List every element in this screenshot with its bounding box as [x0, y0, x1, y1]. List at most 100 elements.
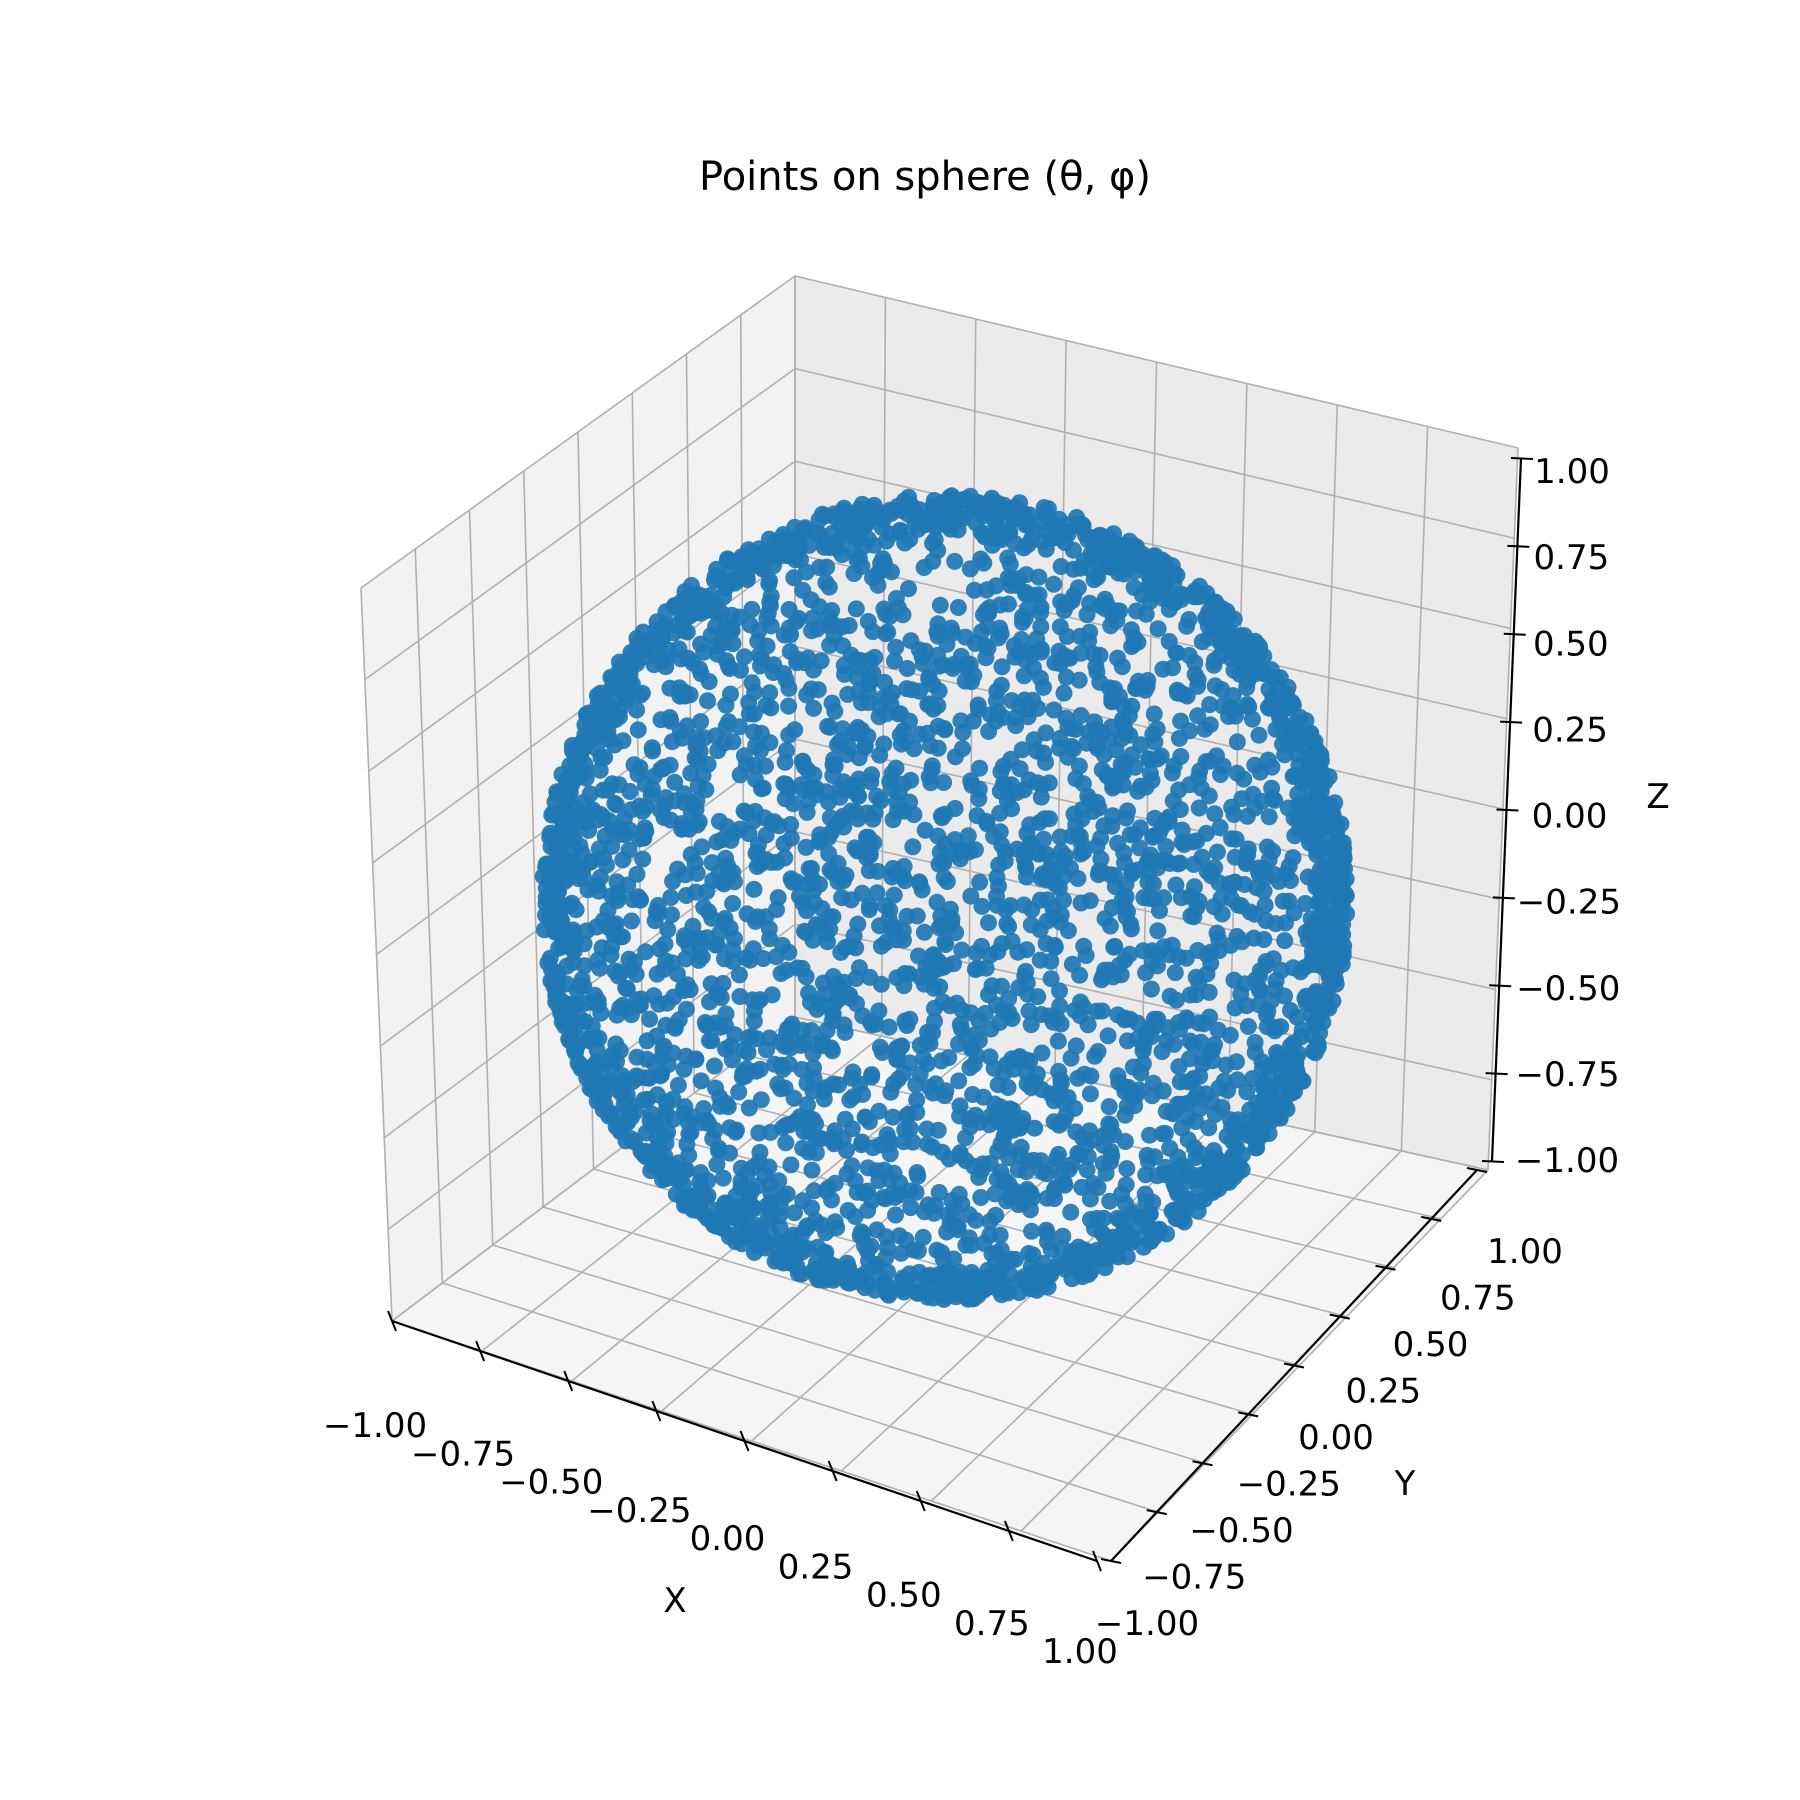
z-tick-mark: [1507, 544, 1530, 548]
scatter-point: [576, 1013, 594, 1031]
scatter-point: [850, 787, 868, 805]
scatter-point: [656, 1147, 674, 1165]
scatter-point: [1152, 852, 1170, 869]
scatter-point: [1050, 1062, 1068, 1080]
scatter-point: [894, 922, 912, 940]
scatter-point: [547, 988, 565, 1006]
scatter-point: [1069, 870, 1087, 887]
scatter-point: [902, 1199, 920, 1217]
scatter-point: [780, 679, 798, 697]
scatter-point: [1081, 560, 1099, 578]
scatter-point: [708, 936, 726, 954]
scatter-point: [677, 1195, 695, 1213]
scatter-point: [591, 761, 609, 779]
scatter-point: [891, 522, 909, 540]
scatter-point: [821, 809, 839, 827]
scatter-point: [890, 1070, 907, 1088]
x-tick-mark: [563, 1370, 574, 1392]
scatter-point: [859, 1159, 877, 1177]
y-tick-label: 0.50: [1393, 1325, 1469, 1365]
scatter-point: [921, 515, 939, 533]
scatter-point: [1079, 1148, 1097, 1166]
scatter-point: [1240, 698, 1258, 716]
scatter-point: [1127, 602, 1145, 620]
scatter-point: [795, 922, 813, 940]
scatter-point: [877, 605, 895, 623]
scatter-point: [1142, 1232, 1160, 1250]
scatter-point: [780, 697, 798, 715]
scatter-point: [885, 1164, 903, 1182]
scatter-point: [1065, 740, 1083, 758]
scatter-point: [575, 812, 593, 830]
scatter-point: [809, 1270, 827, 1287]
scatter-point: [803, 609, 821, 627]
scatter-point: [1148, 1167, 1166, 1185]
scatter-point: [1114, 711, 1131, 729]
scatter-point: [1146, 733, 1164, 751]
scatter-point: [697, 781, 715, 799]
scatter-point: [895, 977, 913, 995]
scatter-point: [646, 912, 664, 930]
scatter-point: [803, 1161, 821, 1179]
x-tick-mark: [387, 1310, 397, 1332]
scatter-point: [1180, 611, 1198, 628]
scatter-point: [637, 1148, 655, 1166]
scatter-point: [1082, 1211, 1099, 1228]
scatter-point: [1187, 986, 1205, 1004]
scatter-point: [1013, 1113, 1031, 1131]
scatter-point: [1273, 961, 1290, 979]
scatter-point: [853, 694, 870, 712]
scatter-point: [1144, 1074, 1162, 1092]
scatter-point: [758, 1041, 775, 1059]
scatter-point: [1078, 1161, 1096, 1179]
scatter-point: [588, 877, 606, 895]
scatter-point: [1040, 868, 1057, 886]
scatter-point: [1013, 741, 1031, 759]
scatter-point: [1013, 613, 1031, 631]
scatter-point: [782, 1020, 800, 1038]
scatter-point: [980, 914, 997, 932]
scatter-point: [956, 628, 974, 646]
scatter-point: [588, 1041, 606, 1059]
scatter-point: [769, 1250, 787, 1268]
z-tick-label: 1.00: [1534, 452, 1610, 492]
scatter-point: [745, 723, 763, 741]
scatter-point: [1190, 799, 1208, 817]
scatter-point: [924, 552, 942, 570]
scatter-point: [1181, 1050, 1198, 1068]
scatter-point: [1081, 1122, 1099, 1140]
scatter-point: [962, 887, 980, 905]
scatter-point: [896, 1012, 914, 1030]
scatter-point: [1006, 648, 1024, 666]
scatter-point: [991, 1098, 1009, 1116]
scatter-point: [888, 1039, 906, 1057]
scatter-point: [692, 1072, 710, 1090]
scatter-point: [849, 915, 867, 933]
scatter-point: [1272, 1018, 1290, 1036]
scatter-point: [1321, 922, 1339, 940]
scatter-point: [669, 1076, 687, 1094]
scatter-point: [715, 950, 733, 968]
scatter-point: [603, 1058, 621, 1076]
scatter-point: [1117, 1176, 1135, 1194]
x-tick-label: 0.75: [954, 1604, 1030, 1644]
scatter-point: [724, 895, 742, 912]
scatter-point: [868, 884, 886, 902]
scatter-point: [1161, 946, 1178, 964]
scatter-point: [1223, 1132, 1241, 1150]
scatter-point: [743, 674, 761, 692]
y-tick-mark: [1192, 1460, 1213, 1467]
scatter-point: [1040, 1007, 1058, 1025]
scatter-point: [634, 623, 652, 641]
scatter-point: [1089, 740, 1107, 757]
scatter-point: [673, 609, 691, 627]
scatter-point: [743, 600, 761, 618]
scatter-point: [543, 961, 560, 978]
scatter-point: [1258, 838, 1276, 856]
scatter-point: [750, 646, 768, 664]
scatter-point: [612, 825, 630, 843]
scatter-point: [777, 1134, 795, 1152]
scatter-point: [1117, 809, 1135, 827]
scatter-point: [988, 1170, 1006, 1188]
scatter-point: [800, 860, 818, 878]
